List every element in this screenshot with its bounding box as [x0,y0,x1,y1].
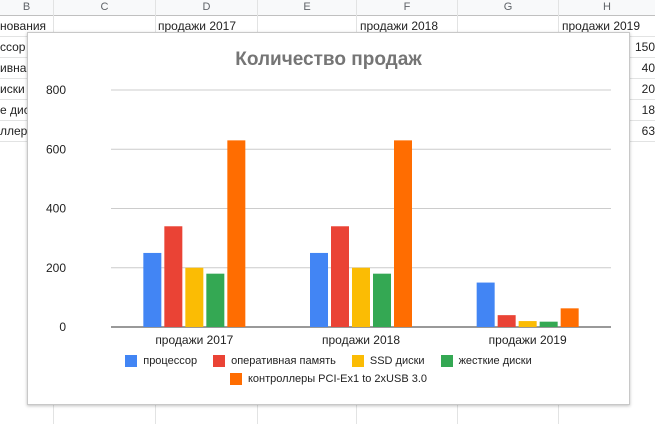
y-tick-label: 800 [46,83,66,97]
column-header-b[interactable]: B [0,0,53,16]
bar[interactable] [352,267,370,327]
bar[interactable] [185,267,204,327]
y-tick-label: 0 [59,320,66,334]
bar-chart: 0 200 400 600 800 продажи 2017 продажи 2018 про… [46,83,611,347]
cell-h4[interactable]: 20 [641,82,655,96]
chart-card[interactable]: Количество продаж 0 200 400 600 800 продажи 2… [27,32,630,405]
legend-item[interactable]: контроллеры PCI-Ex1 to 2xUSB 3.0 [229,373,428,385]
bar[interactable] [476,282,495,327]
cell-b5[interactable]: е дис [0,103,30,117]
column-header-h[interactable]: H [559,0,655,16]
column-header-e[interactable]: E [258,0,356,16]
cell-b3[interactable]: ивна [0,61,27,75]
bar[interactable] [373,273,391,327]
bar[interactable] [143,252,162,327]
bar[interactable] [560,308,579,327]
bar[interactable] [206,273,225,327]
legend-item[interactable]: оперативная память [213,355,336,367]
legend-label: оперативная память [231,355,336,367]
bar[interactable] [518,321,537,327]
legend-swatch [229,373,242,385]
cell-b1[interactable]: нования [0,19,47,33]
legend-item[interactable]: процессор [125,355,197,367]
y-tick-label: 400 [46,202,66,216]
cell-d1[interactable]: продажи 2017 [158,19,237,33]
cell-f1[interactable]: продажи 2018 [360,19,439,33]
bar[interactable] [310,252,328,327]
column-header-g[interactable]: G [458,0,558,16]
bar[interactable] [331,226,349,327]
x-tick-label: продажи 2019 [489,333,567,347]
chart-legend: процессор оперативная память SSD диски жест… [28,355,629,391]
cell-h5[interactable]: 18 [641,103,655,117]
bar[interactable] [394,140,412,327]
cell-h3[interactable]: 40 [641,61,655,75]
cell-h2[interactable]: 150 [634,40,655,54]
legend-swatch [351,355,364,367]
column-header-c[interactable]: C [54,0,155,16]
legend-label: SSD диски [369,355,425,367]
bar[interactable] [497,315,516,327]
cell-h1[interactable]: продажи 2019 [562,19,641,33]
cell-b6[interactable]: ллер [0,124,28,138]
cell-h6[interactable]: 63 [641,124,655,138]
chart-title: Количество продаж [235,49,422,70]
y-tick-label: 600 [46,142,66,156]
legend-swatch [125,355,138,367]
bar[interactable] [227,140,246,327]
column-header-d[interactable]: D [156,0,257,16]
column-header-f[interactable]: F [357,0,457,16]
legend-item[interactable]: жесткие диски [440,355,532,367]
legend-label: контроллеры PCI-Ex1 to 2xUSB 3.0 [247,373,428,385]
x-tick-label: продажи 2018 [322,333,400,347]
legend-label: процессор [143,355,198,367]
legend-row: процессор оперативная память SSD диски жест… [28,355,629,367]
x-tick-label: продажи 2017 [155,333,233,347]
legend-label: жесткие диски [458,355,532,367]
legend-row: контроллеры PCI-Ex1 to 2xUSB 3.0 [28,373,629,385]
legend-item[interactable]: SSD диски [351,355,425,367]
y-tick-label: 200 [46,261,66,275]
bar[interactable] [164,226,183,327]
cell-b4[interactable]: иски [0,82,25,96]
bar[interactable] [539,321,558,327]
legend-swatch [440,355,453,367]
legend-swatch [213,355,226,367]
cell-b2[interactable]: ссор [0,40,26,54]
